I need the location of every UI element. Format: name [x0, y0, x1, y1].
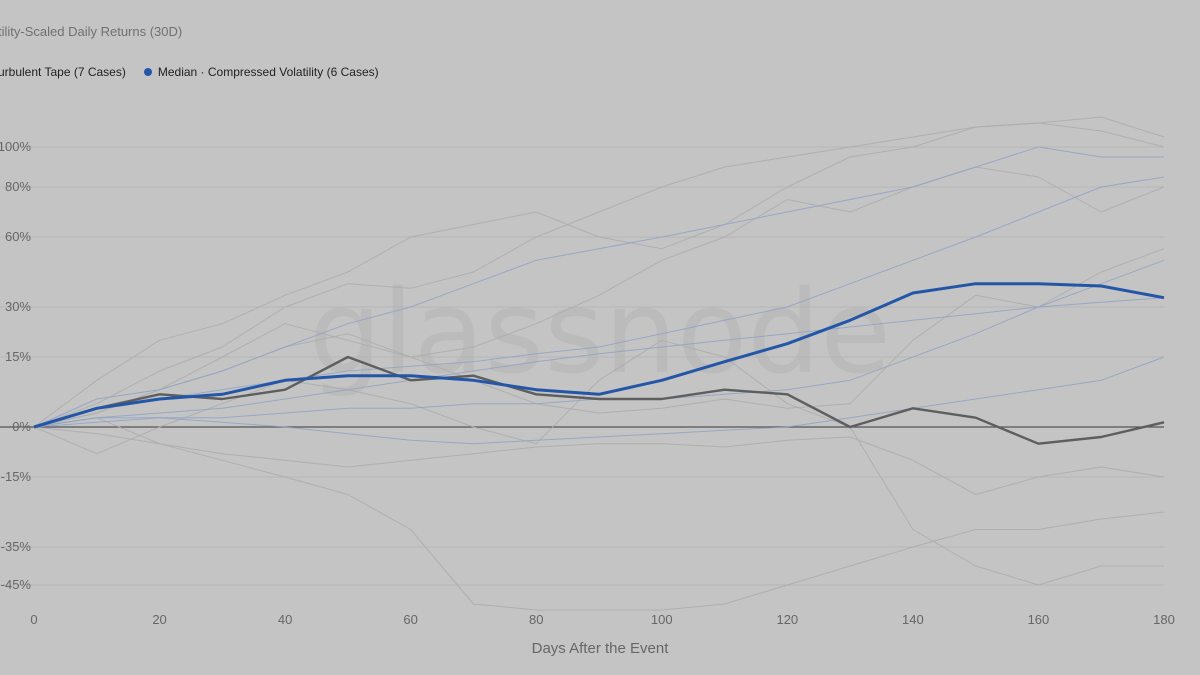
y-tick-label: -35%	[1, 539, 32, 554]
y-tick-label: 80%	[5, 179, 31, 194]
y-tick-label: 60%	[5, 229, 31, 244]
legend-item-compressed[interactable]: Median · Compressed Volatility (6 Cases)	[143, 65, 379, 79]
grid-lines	[0, 146, 1164, 586]
series-line-median-compressed	[33, 282, 1165, 429]
x-tick-label: 160	[1028, 612, 1050, 627]
x-tick-label: 20	[152, 612, 166, 627]
chart-legend: urbulent Tape (7 Cases) Median · Compres…	[0, 65, 397, 79]
x-tick-label: 0	[30, 612, 37, 627]
x-tick-label: 80	[529, 612, 543, 627]
series-line-case-6	[33, 122, 1165, 428]
x-tick-label: 40	[278, 612, 292, 627]
legend-label-compressed: Median · Compressed Volatility (6 Cases)	[157, 65, 379, 79]
y-tick-label: 15%	[5, 349, 31, 364]
series-line-case-4	[33, 417, 1165, 611]
legend-marker-compressed	[143, 68, 152, 76]
x-tick-label: 60	[403, 612, 417, 627]
chart-subtitle: tility-Scaled Daily Returns (30D)	[0, 24, 183, 39]
x-tick-label: 100	[651, 612, 673, 627]
series-layer	[33, 116, 1165, 611]
legend-label-turbulent: urbulent Tape (7 Cases)	[0, 65, 126, 79]
y-tick-label: 30%	[5, 299, 31, 314]
series-line-case-13	[33, 356, 1165, 445]
y-tick-label: 0%	[12, 419, 31, 434]
series-line-case-9	[33, 146, 1164, 428]
y-axis-ticks: 100% 80% 60% 30% 15% 0% -15% -35% -45%	[0, 139, 31, 592]
series-line-case-10	[33, 176, 1165, 428]
y-tick-label: -15%	[1, 469, 32, 484]
x-tick-label: 140	[902, 612, 924, 627]
series-line-case-11	[33, 297, 1165, 428]
y-tick-label: -45%	[1, 577, 32, 592]
series-line-median-turbulent	[33, 355, 1165, 445]
x-axis-title: Days After the Event	[532, 640, 670, 657]
series-line-case-8	[33, 339, 1164, 586]
y-tick-label: 100%	[0, 139, 31, 154]
x-tick-label: 180	[1153, 612, 1175, 627]
series-line-case-5	[33, 426, 1165, 495]
x-axis-ticks: 0 20 40 60 80 100 120 140 160 180	[30, 612, 1174, 627]
x-tick-label: 120	[776, 612, 798, 627]
legend-item-turbulent[interactable]: urbulent Tape (7 Cases)	[0, 65, 126, 79]
